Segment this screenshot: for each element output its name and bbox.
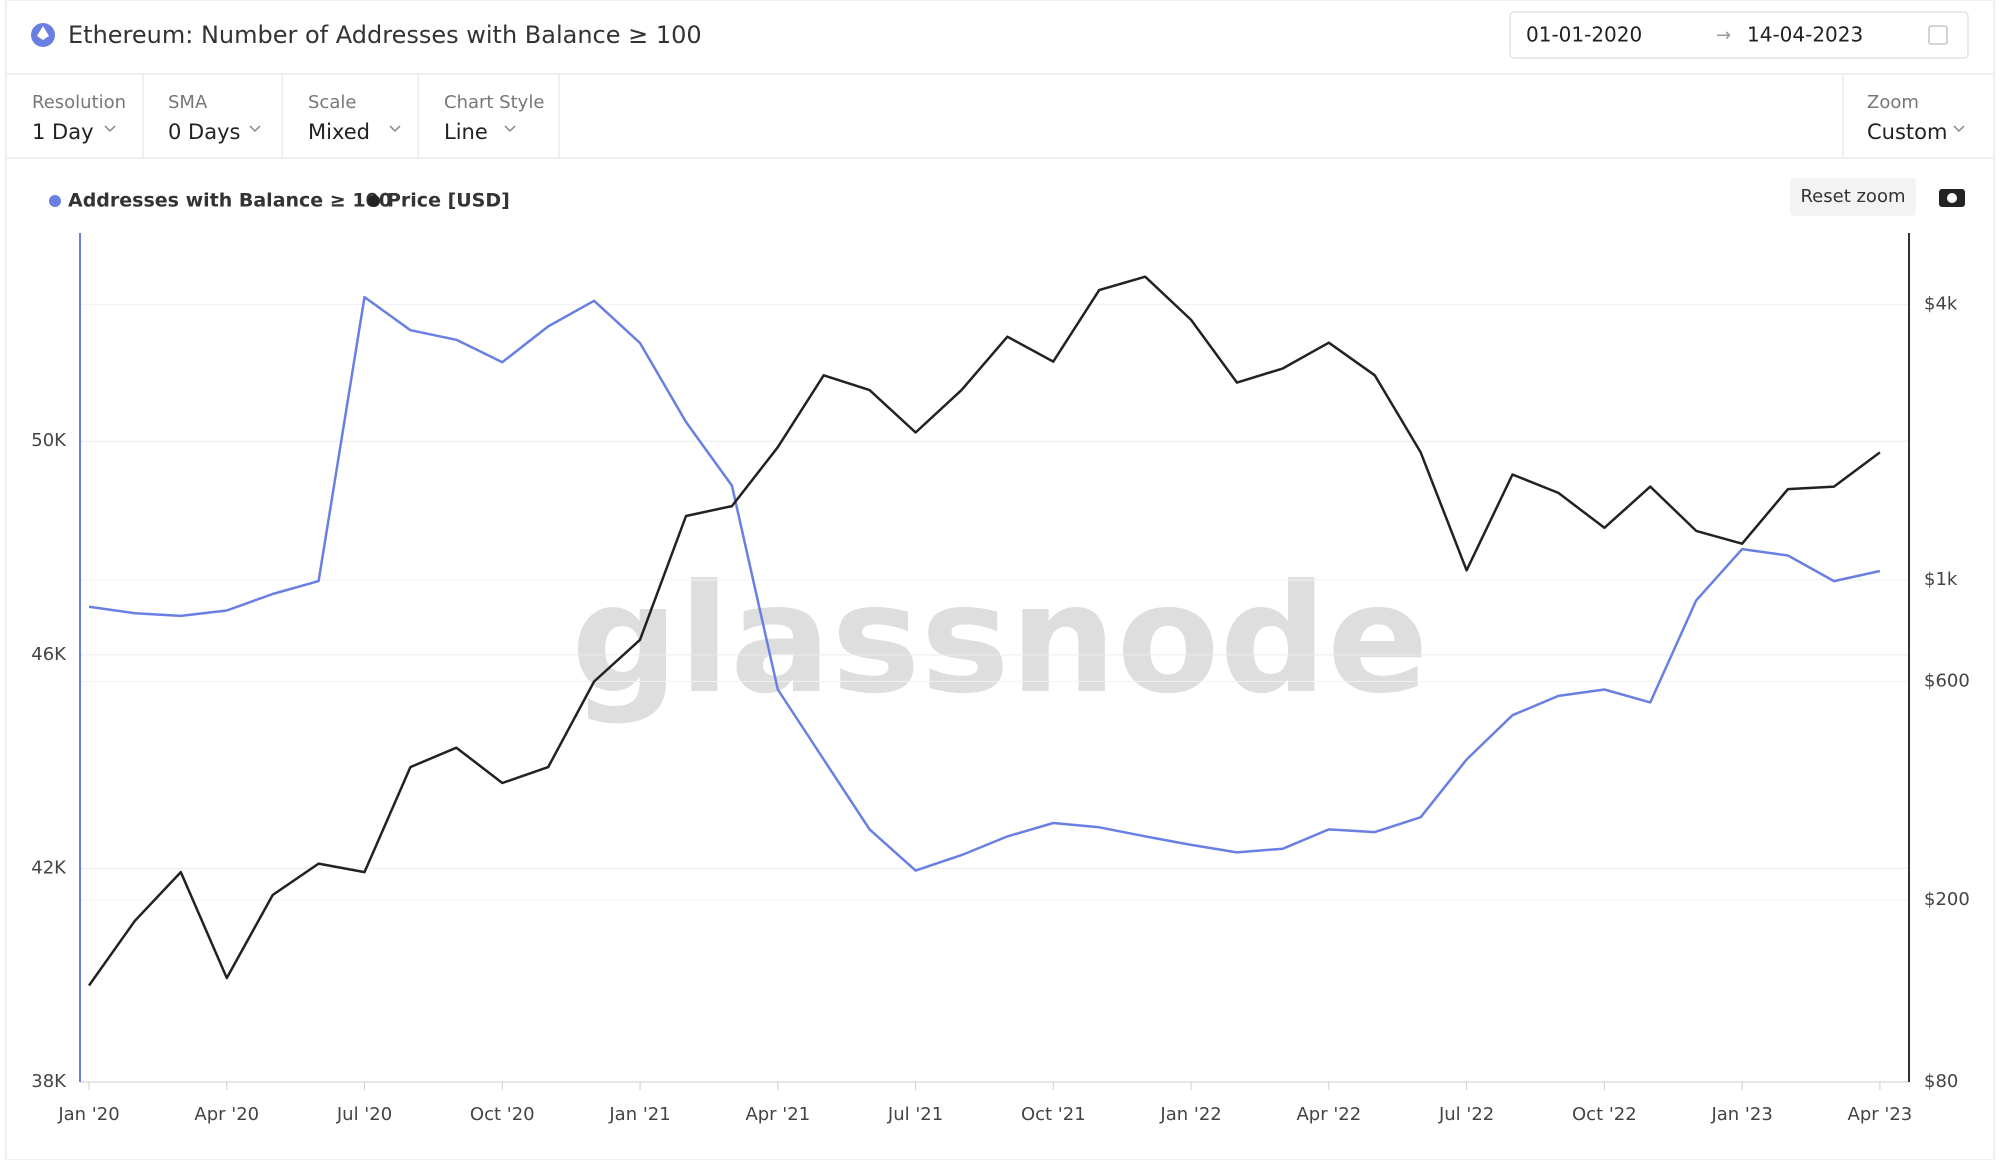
zoom-value[interactable]: Custom bbox=[1867, 120, 1947, 144]
series-line bbox=[87, 275, 1881, 987]
x-tick-label: Oct '22 bbox=[1572, 1104, 1637, 1125]
chevron bbox=[249, 125, 261, 133]
y-tick-label: 38K bbox=[31, 1071, 67, 1092]
control-label: Scale bbox=[308, 92, 356, 113]
eth-icon bbox=[37, 26, 49, 40]
date-to[interactable]: 14-04-2023 bbox=[1747, 23, 1863, 47]
arrow: → bbox=[1716, 25, 1731, 46]
reset-zoom[interactable] bbox=[1790, 178, 1916, 216]
zoom-label: Zoom bbox=[1867, 92, 1919, 113]
x-tick-label: Apr '21 bbox=[745, 1104, 810, 1125]
reset-zoom-text[interactable]: Reset zoom bbox=[1800, 186, 1905, 207]
calendar-icon bbox=[1928, 25, 1948, 45]
chevron bbox=[104, 125, 116, 133]
control-value[interactable]: 1 Day bbox=[32, 120, 94, 144]
legend-label[interactable]: Addresses with Balance ≥ 100 bbox=[68, 190, 392, 212]
x-tick-label: Oct '20 bbox=[470, 1104, 535, 1125]
chevron bbox=[389, 125, 401, 133]
legend-label[interactable]: Price [USD] bbox=[387, 190, 510, 212]
series-line bbox=[88, 295, 1881, 872]
control-value[interactable]: 0 Days bbox=[168, 120, 240, 144]
date-from[interactable]: 01-01-2020 bbox=[1526, 23, 1642, 47]
chart-title: Ethereum: Number of Addresses with Balan… bbox=[68, 21, 702, 49]
control-value[interactable]: Mixed bbox=[308, 120, 370, 144]
y2-tick-label: $600 bbox=[1924, 671, 1970, 692]
x-tick-label: Apr '22 bbox=[1296, 1104, 1361, 1125]
x-tick-label: Apr '23 bbox=[1848, 1104, 1913, 1125]
x-tick-label: Jul '21 bbox=[887, 1104, 943, 1125]
y2-tick-label: $1k bbox=[1924, 569, 1958, 590]
y2-tick-label: $80 bbox=[1924, 1071, 1958, 1092]
date-range[interactable] bbox=[1509, 11, 1969, 59]
x-tick-label: Oct '21 bbox=[1021, 1104, 1086, 1125]
x-tick-label: Jan '22 bbox=[1159, 1104, 1221, 1125]
x-tick-label: Jan '20 bbox=[57, 1104, 119, 1125]
x-tick-label: Apr '20 bbox=[194, 1104, 259, 1125]
y2-tick-label: $200 bbox=[1924, 889, 1970, 910]
y-tick-label: 42K bbox=[31, 857, 67, 878]
legend-marker[interactable] bbox=[368, 195, 380, 207]
control-label: SMA bbox=[168, 92, 208, 113]
x-tick-label: Jan '23 bbox=[1710, 1104, 1772, 1125]
y-tick-label: 46K bbox=[31, 644, 67, 665]
control-label: Chart Style bbox=[444, 92, 544, 113]
watermark: glassnode bbox=[571, 553, 1429, 727]
legend-marker[interactable] bbox=[49, 195, 61, 207]
control-label: Resolution bbox=[32, 92, 126, 113]
x-tick-label: Jul '20 bbox=[336, 1104, 392, 1125]
chevron bbox=[1953, 125, 1965, 133]
y-tick-label: 50K bbox=[31, 430, 67, 451]
y2-tick-label: $4k bbox=[1924, 293, 1958, 314]
chevron bbox=[504, 125, 516, 133]
camera-icon bbox=[1947, 193, 1957, 203]
x-tick-label: Jul '22 bbox=[1438, 1104, 1494, 1125]
control-value[interactable]: Line bbox=[444, 120, 488, 144]
x-tick-label: Jan '21 bbox=[608, 1104, 670, 1125]
